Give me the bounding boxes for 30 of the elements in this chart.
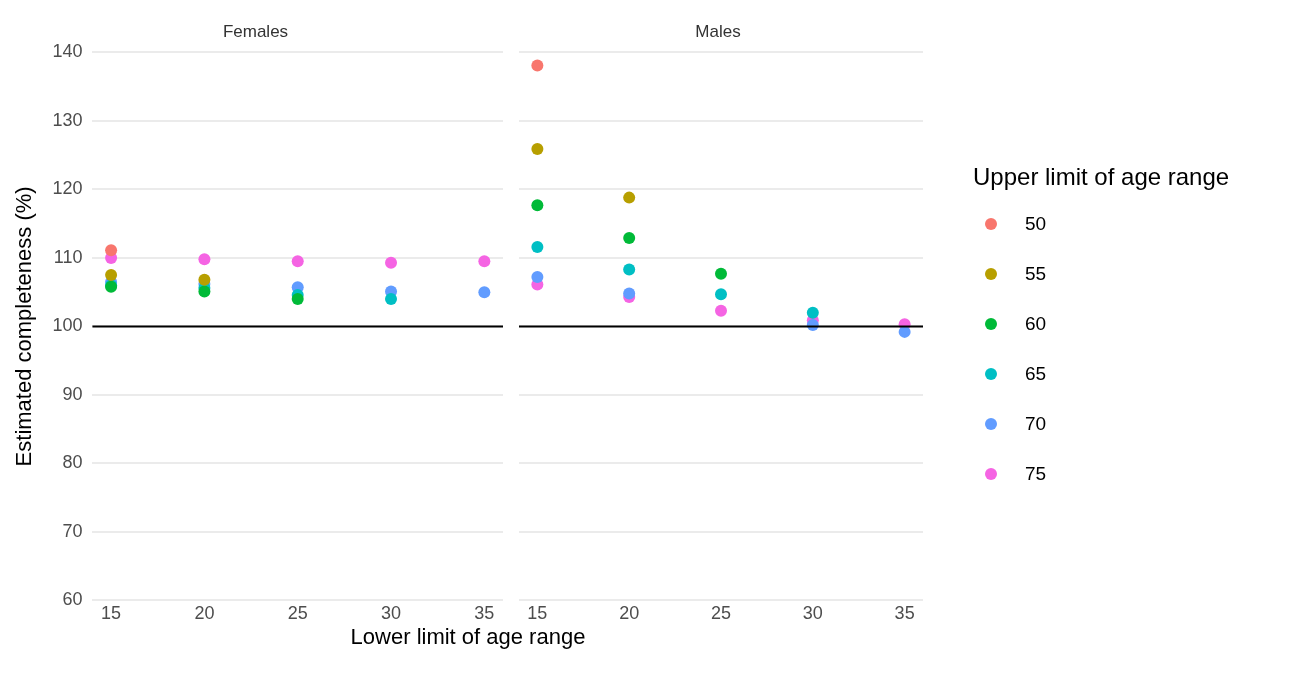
y-tick-label: 70 — [62, 520, 83, 541]
legend-label: 55 — [1025, 263, 1047, 285]
y-axis-title: Estimated completeness (%) — [11, 186, 37, 467]
x-tick-label: 20 — [619, 603, 640, 624]
x-tick-label: 35 — [474, 603, 495, 624]
y-tick-label: 130 — [52, 109, 83, 130]
y-tick-label: 140 — [52, 41, 83, 62]
y-tick-label: 60 — [62, 589, 83, 610]
x-tick-label: 30 — [381, 603, 402, 624]
chart-title: Females — [222, 21, 289, 41]
x-tick-label: 15 — [101, 603, 122, 624]
y-tick-label: 120 — [52, 178, 83, 199]
x-axis-title: Lower limit of age range — [349, 624, 587, 650]
legend-label: 75 — [1025, 463, 1047, 485]
x-tick-label: 35 — [894, 603, 915, 624]
x-tick-label: 25 — [710, 603, 732, 624]
y-tick-label: 90 — [62, 383, 83, 404]
legend-label: 50 — [1025, 213, 1047, 235]
legend-label: 60 — [1025, 313, 1047, 335]
y-tick-label: 80 — [62, 452, 83, 473]
chart-title: Males — [695, 21, 741, 41]
legend-label: 65 — [1025, 363, 1047, 385]
x-tick-label: 15 — [527, 603, 548, 624]
y-tick-label: 100 — [52, 315, 83, 336]
x-tick-label: 25 — [287, 603, 308, 624]
y-tick-label: 110 — [53, 246, 83, 267]
x-tick-label: 30 — [802, 603, 823, 624]
legend-title: Upper limit of age range — [973, 163, 1230, 191]
x-tick-label: 20 — [194, 603, 215, 624]
legend-label: 70 — [1025, 413, 1047, 435]
